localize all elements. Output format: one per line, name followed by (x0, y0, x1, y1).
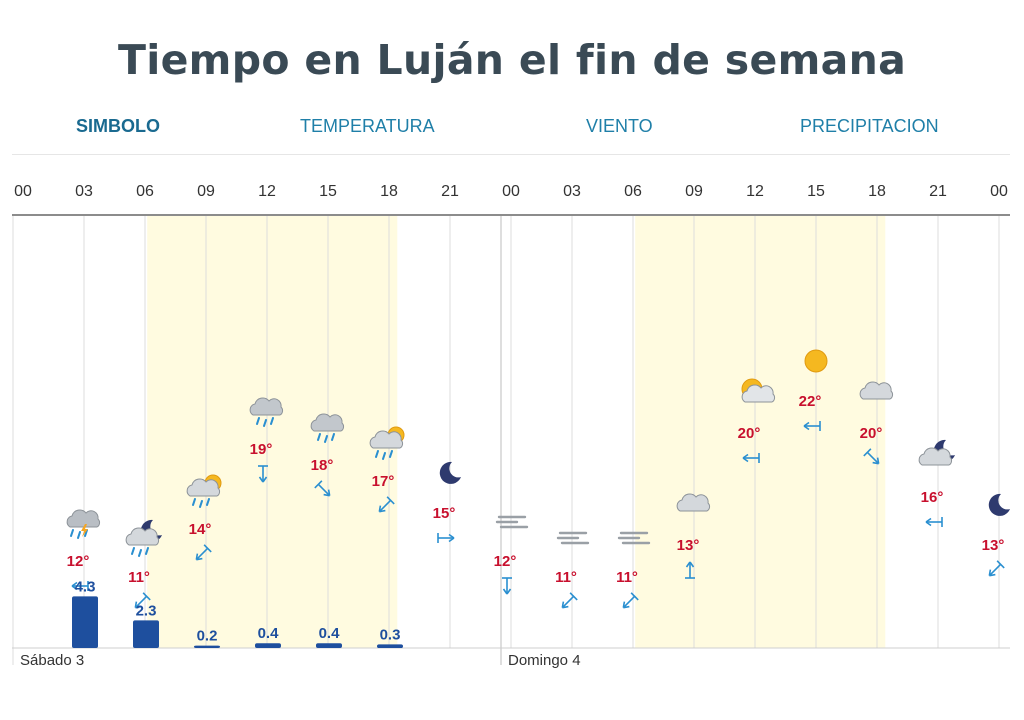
rain-cloud-icon (249, 397, 284, 427)
cloud-icon (676, 493, 711, 512)
wind-arrow-icon (685, 561, 695, 579)
storm-cloud-icon (66, 509, 101, 539)
temperature-label: 18° (311, 457, 334, 474)
day-label: Domingo 4 (508, 652, 581, 669)
rain-cloud-icon (310, 413, 345, 443)
temperature-label: 15° (433, 505, 456, 522)
temperature-label: 22° (799, 393, 822, 410)
hour-label: 03 (563, 183, 581, 200)
hour-label: 15 (807, 183, 825, 200)
daylight-band (635, 216, 886, 648)
temperature-label: 20° (860, 425, 883, 442)
precipitation-bar (72, 596, 98, 648)
hour-label: 12 (258, 183, 276, 200)
hour-label: 21 (441, 183, 459, 200)
hour-label: 06 (624, 183, 642, 200)
hour-label: 09 (197, 183, 215, 200)
precipitation-bar (255, 643, 281, 648)
page-title: Tiempo en Luján el fin de semana (117, 36, 907, 84)
temperature-label: 16° (921, 489, 944, 506)
fog-icon (556, 531, 590, 545)
hour-label: 00 (990, 183, 1008, 200)
daylight-band (147, 216, 398, 648)
precipitation-label: 4.3 (75, 578, 96, 595)
hour-label: 18 (868, 183, 886, 200)
sun-cloud-icon (741, 378, 776, 403)
hour-label: 06 (136, 183, 154, 200)
temperature-label: 12° (494, 553, 517, 570)
temperature-label: 12° (67, 553, 90, 570)
precipitation-bar (133, 620, 159, 648)
hour-label: 09 (685, 183, 703, 200)
hour-label: 00 (502, 183, 520, 200)
fog-icon (617, 531, 651, 545)
tab-temperatura[interactable]: TEMPERATURA (300, 116, 435, 136)
precipitation-label: 0.2 (197, 628, 218, 645)
precipitation-bar (377, 644, 403, 648)
hour-label: 00 (14, 183, 32, 200)
sun-cloud-rain-icon (186, 474, 222, 508)
night-cloud-rain-icon (125, 519, 162, 557)
wind-arrow-icon (863, 448, 880, 465)
temperature-label: 11° (128, 569, 150, 586)
tab-viento[interactable]: VIENTO (586, 116, 653, 136)
tab-bar: SIMBOLO TEMPERATURA VIENTO PRECIPITACION (12, 108, 1010, 155)
wind-arrow-icon (742, 453, 760, 463)
precipitation-bar (316, 643, 342, 648)
temperature-label: 14° (189, 521, 212, 538)
hour-label: 03 (75, 183, 93, 200)
wind-arrow-icon (314, 480, 331, 497)
hour-label: 18 (380, 183, 398, 200)
day-label: Sábado 3 (20, 652, 84, 669)
precipitation-label: 0.3 (380, 626, 401, 643)
precipitation-label: 0.4 (258, 625, 280, 642)
wind-arrow-icon (803, 421, 821, 431)
tab-simbolo[interactable]: SIMBOLO (76, 116, 160, 136)
wind-arrow-icon (378, 496, 395, 513)
hour-label: 12 (746, 183, 764, 200)
precipitation-label: 0.4 (319, 625, 341, 642)
precipitation-label: 2.3 (136, 602, 157, 619)
temperature-label: 11° (555, 569, 577, 586)
wind-arrow-icon (258, 465, 268, 483)
moon-icon (988, 493, 1010, 516)
sun-cloud-rain-icon (369, 426, 405, 460)
moon-icon (439, 461, 461, 484)
temperature-label: 17° (372, 473, 395, 490)
forecast-chart: 00 03 06 09 12 15 18 21 00 03 06 09 12 15 18 21 00 Sábado… (12, 183, 1010, 669)
temperature-label: 20° (738, 425, 761, 442)
temperature-label: 13° (982, 537, 1005, 554)
wind-arrow-icon (988, 560, 1005, 577)
wind-arrow-icon (195, 544, 212, 561)
wind-arrow-icon (134, 592, 151, 609)
wind-arrow-icon (622, 592, 639, 609)
night-cloud-icon (918, 439, 955, 466)
precipitation-bar (194, 645, 220, 648)
temperature-label: 13° (677, 537, 700, 554)
wind-arrow-icon (71, 581, 89, 591)
cloud-icon (859, 381, 894, 400)
wind-arrow-icon (925, 517, 943, 527)
tab-precipitacion[interactable]: PRECIPITACION (800, 116, 939, 136)
hour-label: 21 (929, 183, 947, 200)
temperature-label: 11° (616, 569, 638, 586)
wind-arrow-icon (437, 533, 455, 543)
temperature-label: 19° (250, 441, 273, 458)
wind-arrow-icon (502, 577, 512, 595)
fog-icon (495, 515, 529, 529)
hour-label: 15 (319, 183, 337, 200)
sun-icon (804, 349, 828, 373)
wind-arrow-icon (561, 592, 578, 609)
